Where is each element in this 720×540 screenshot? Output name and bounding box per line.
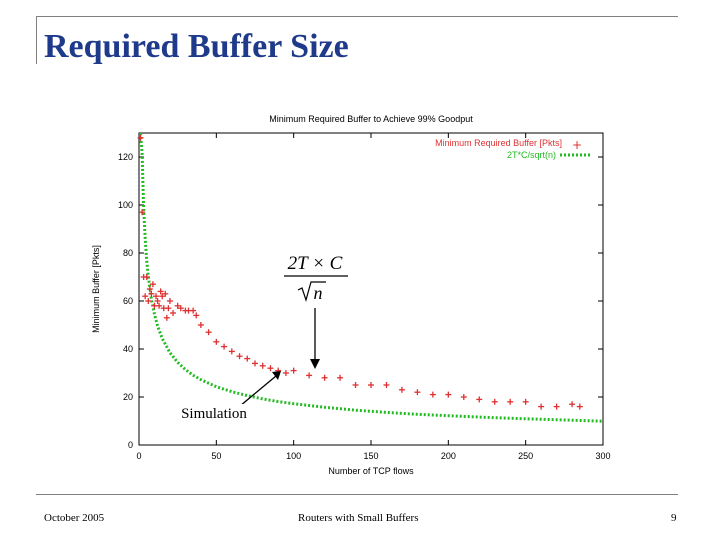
y-tick-label: 120 <box>118 152 133 162</box>
data-point <box>259 362 266 369</box>
data-point <box>154 298 161 304</box>
data-point <box>290 367 297 374</box>
data-point <box>445 391 452 398</box>
data-point <box>139 209 146 216</box>
chart-title: Minimum Required Buffer to Achieve 99% G… <box>269 114 473 124</box>
data-point <box>193 312 200 319</box>
data-point <box>148 290 155 297</box>
simulation-arrowhead <box>272 371 281 380</box>
footer-title: Routers with Small Buffers <box>298 512 419 524</box>
y-tick-label: 100 <box>118 200 133 210</box>
left-rule <box>36 16 37 64</box>
data-point <box>553 403 560 410</box>
legend-label-measured: Minimum Required Buffer [Pkts] <box>435 138 562 148</box>
data-point <box>538 403 545 410</box>
data-point <box>460 394 467 400</box>
legend-label-model: 2T*C/sqrt(n) <box>507 150 556 160</box>
data-point <box>162 290 169 297</box>
data-point <box>177 305 184 312</box>
data-point <box>306 372 313 379</box>
data-point <box>267 365 274 372</box>
data-point <box>228 348 235 355</box>
data-point <box>163 314 170 321</box>
data-point <box>137 134 144 141</box>
data-point <box>146 286 153 292</box>
data-point <box>321 374 328 381</box>
data-point <box>174 302 181 309</box>
footer-page-number: 9 <box>671 512 677 524</box>
data-point <box>197 322 204 328</box>
y-axis-label: Minimum Buffer [Pkts] <box>91 245 101 333</box>
y-tick-label: 60 <box>123 296 133 306</box>
slide-title: Required Buffer Size <box>44 28 349 65</box>
x-tick-label: 150 <box>363 451 378 461</box>
plot-series <box>137 132 604 423</box>
simulation-label-bg <box>172 404 256 422</box>
y-tick-label: 80 <box>123 248 133 258</box>
data-point <box>576 403 583 410</box>
top-rule <box>36 16 678 17</box>
data-point <box>383 382 390 388</box>
data-point <box>569 401 576 408</box>
x-axis-label: Number of TCP flows <box>328 466 414 476</box>
data-point <box>145 298 152 304</box>
data-point <box>398 386 405 393</box>
data-point <box>491 398 498 405</box>
data-point <box>522 398 529 405</box>
data-point <box>252 360 258 367</box>
data-point <box>157 288 164 295</box>
simulation-arrow <box>239 375 277 407</box>
data-point <box>159 293 166 300</box>
x-tick-label: 250 <box>518 451 533 461</box>
axis-ticks: 0 50 100 150 200 250 300 0 20 40 60 80 100 120 <box>118 133 611 461</box>
data-point <box>143 274 150 280</box>
legend-marker-measured: + <box>572 138 582 152</box>
bottom-rule <box>36 494 678 495</box>
data-point <box>368 382 374 388</box>
x-tick-label: 200 <box>441 451 456 461</box>
formula-denominator: n <box>314 283 323 303</box>
data-point <box>244 355 251 362</box>
data-point <box>282 370 289 376</box>
x-tick-label: 300 <box>595 451 610 461</box>
data-point <box>337 374 344 381</box>
formula-numerator: 2T × C <box>288 253 343 274</box>
y-tick-label: 20 <box>123 392 133 402</box>
formula-arrowhead <box>310 359 320 369</box>
data-point <box>476 396 483 403</box>
data-point <box>236 353 243 360</box>
data-point <box>507 398 514 405</box>
data-point <box>149 281 156 288</box>
data-point <box>165 305 172 312</box>
simulation-label: Simulation <box>181 406 247 422</box>
x-tick-label: 50 <box>211 451 221 461</box>
plot-frame <box>138 132 604 446</box>
data-point <box>190 307 197 314</box>
data-point <box>213 338 220 345</box>
data-point <box>170 310 177 316</box>
data-point <box>153 293 160 300</box>
data-point <box>221 343 228 350</box>
data-point <box>205 329 212 336</box>
y-tick-label: 40 <box>123 344 133 354</box>
data-point <box>166 298 173 304</box>
x-tick-label: 100 <box>286 451 301 461</box>
y-tick-label: 0 <box>128 440 133 450</box>
formula-radical-sign <box>297 281 326 303</box>
model-curve <box>139 132 604 423</box>
data-point <box>429 391 436 398</box>
data-point <box>414 389 421 396</box>
x-tick-label: 0 <box>136 451 141 461</box>
data-point <box>156 302 163 309</box>
data-point <box>352 382 359 388</box>
footer-date: October 2005 <box>44 512 105 524</box>
data-point <box>142 293 149 300</box>
